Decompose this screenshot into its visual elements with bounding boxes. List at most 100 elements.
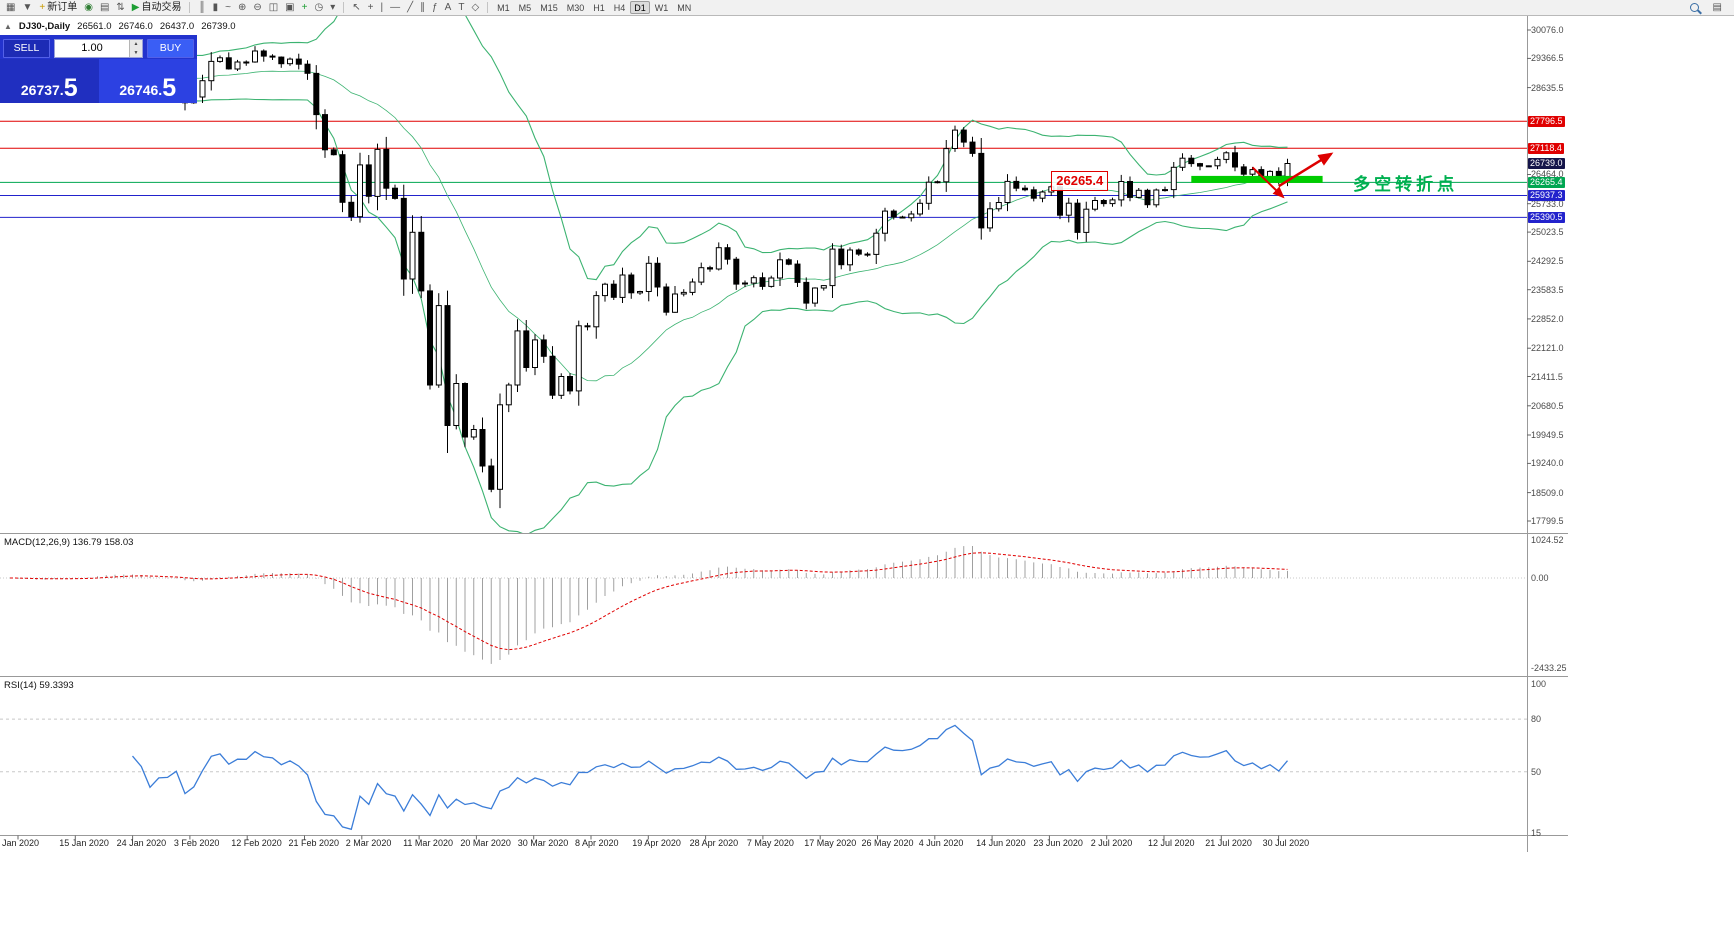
data-window-icon[interactable]: ▤ bbox=[97, 1, 112, 15]
turning-point-label[interactable]: 多空转折点 bbox=[1353, 175, 1459, 195]
crosshair-icon[interactable]: + bbox=[365, 1, 377, 15]
open-value: 26561.0 bbox=[77, 21, 112, 32]
profiles-icon[interactable]: ▼ bbox=[19, 1, 35, 15]
toolbar-timeframes-group: M1 M5 M15 M30 H1 H4 D1 W1 MN bbox=[493, 1, 695, 14]
main-toolbar: ▦ ▼ + 新订单 ◉ ▤ ⇅ ▶ 自动交易 ║ ▮ ~ ⊕ ⊖ ◫ ▣ + ◷ ▾ ↖ + | — ╱ ∥ ƒ A T… bbox=[0, 0, 1734, 16]
shapes-icon[interactable]: ◇ bbox=[468, 1, 482, 15]
bar-chart-type-icon[interactable]: ║ bbox=[195, 1, 208, 15]
trendline-icon: ╱ bbox=[407, 1, 414, 13]
rsi-panel-layer bbox=[0, 718, 1527, 831]
macd-axis-label: -2433.25 bbox=[1531, 663, 1567, 674]
pivot-badge: 26265.4 bbox=[1528, 176, 1565, 188]
horizontal-line-icon[interactable]: — bbox=[387, 1, 403, 15]
date-axis-label: 15 Jan 2020 bbox=[59, 838, 109, 848]
rsi-axis-label: 15 bbox=[1531, 828, 1542, 838]
timeframe-m5[interactable]: M5 bbox=[515, 1, 536, 14]
timeframe-h4[interactable]: H4 bbox=[610, 1, 630, 14]
candlestick-chart-type-icon[interactable]: ▮ bbox=[210, 1, 222, 15]
navigator-icon[interactable]: ⇅ bbox=[113, 1, 127, 15]
line-chart-type-icon[interactable]: ~ bbox=[222, 1, 234, 15]
timeframe-d1[interactable]: D1 bbox=[630, 1, 650, 14]
timeframe-mn[interactable]: MN bbox=[673, 1, 695, 14]
date-axis-label: 23 Jun 2020 bbox=[1033, 838, 1083, 848]
periods-icon: ◷ bbox=[314, 1, 324, 13]
collapse-arrow-icon[interactable]: ▲ bbox=[4, 22, 12, 31]
macd-axis-label: 1024.52 bbox=[1531, 534, 1564, 545]
sell-price-display[interactable]: 26737. 5 bbox=[0, 59, 99, 103]
timeframe-w1[interactable]: W1 bbox=[651, 1, 673, 14]
date-axis-label: 20 Mar 2020 bbox=[460, 838, 511, 848]
cascade-windows-icon: ▣ bbox=[285, 1, 295, 13]
zoom-out-icon[interactable]: ⊖ bbox=[250, 1, 264, 15]
timeframe-m1[interactable]: M1 bbox=[493, 1, 514, 14]
zoom-in-icon[interactable]: ⊕ bbox=[235, 1, 249, 15]
price-axis-tick-label: 18509.0 bbox=[1531, 487, 1564, 498]
indicators-add-icon[interactable]: + bbox=[299, 1, 311, 15]
sell-button[interactable]: SELL bbox=[3, 39, 50, 58]
macd-values: 136.79 158.03 bbox=[72, 537, 134, 548]
search-icon[interactable] bbox=[1687, 1, 1702, 15]
timeframe-h1[interactable]: H1 bbox=[589, 1, 609, 14]
templates-icon[interactable]: ▾ bbox=[327, 1, 338, 15]
channel-icon[interactable]: ∥ bbox=[417, 1, 428, 15]
price-callout-label[interactable]: 26265.4 bbox=[1051, 171, 1109, 192]
timeframe-m15[interactable]: M15 bbox=[536, 1, 562, 14]
price-axis[interactable] bbox=[1527, 16, 1568, 533]
vertical-line-icon[interactable]: | bbox=[377, 1, 386, 15]
periods-icon[interactable]: ◷ bbox=[311, 1, 326, 15]
cursor-icon[interactable]: ↖ bbox=[349, 1, 363, 15]
fibonacci-icon[interactable]: ƒ bbox=[429, 1, 441, 15]
label-icon[interactable]: T bbox=[455, 1, 467, 15]
rsi-value: 59.3393 bbox=[39, 680, 74, 691]
navigator-icon: ⇅ bbox=[116, 1, 125, 13]
indicators-add-icon: + bbox=[301, 1, 308, 13]
date-axis-label: 17 May 2020 bbox=[804, 838, 857, 848]
current-price-badge: 26739.0 bbox=[1528, 157, 1565, 169]
macd-axis-label: 0.00 bbox=[1531, 573, 1549, 583]
volume-spinner: ▲ ▼ bbox=[129, 40, 142, 57]
date-axis-label: 28 Apr 2020 bbox=[689, 838, 739, 848]
one-click-trading-panel: SELL 1.00 ▲ ▼ BUY 26737. 5 26746. 5 bbox=[0, 35, 197, 103]
price-axis-tick-label: 25733.0 bbox=[1531, 198, 1564, 209]
timeframe-m30[interactable]: M30 bbox=[563, 1, 589, 14]
volume-down-button[interactable]: ▼ bbox=[130, 48, 142, 57]
volume-input[interactable]: 1.00 ▲ ▼ bbox=[54, 39, 143, 58]
trendline-icon[interactable]: ╱ bbox=[404, 1, 416, 15]
support-badge-2: 25390.5 bbox=[1528, 211, 1565, 223]
new-order-button[interactable]: + 新订单 bbox=[36, 1, 80, 15]
community-icon[interactable]: ▤ bbox=[1710, 1, 1725, 15]
price-axis-tick-label: 29366.5 bbox=[1531, 53, 1564, 64]
vertical-line-icon: | bbox=[380, 1, 384, 13]
low-value: 26437.0 bbox=[159, 21, 195, 32]
new-order-label: 新订单 bbox=[47, 1, 78, 13]
volume-up-button[interactable]: ▲ bbox=[130, 40, 142, 49]
macd-panel-layer bbox=[0, 546, 1527, 664]
new-chart-icon: ▦ bbox=[6, 1, 16, 13]
price-axis-tick-label: 21411.5 bbox=[1531, 371, 1563, 382]
date-axis-label: 21 Jul 2020 bbox=[1205, 838, 1252, 848]
volume-value[interactable]: 1.00 bbox=[81, 42, 103, 54]
text-icon[interactable]: A bbox=[442, 1, 455, 15]
market-watch-icon[interactable]: ◉ bbox=[81, 1, 96, 15]
price-axis-tick-label: 19949.5 bbox=[1531, 430, 1564, 440]
rsi-axis-label: 50 bbox=[1531, 766, 1542, 777]
new-chart-icon[interactable]: ▦ bbox=[3, 1, 18, 15]
macd-name: MACD(12,26,9) bbox=[4, 537, 70, 548]
tile-windows-icon[interactable]: ◫ bbox=[266, 1, 281, 15]
buy-price-display[interactable]: 26746. 5 bbox=[98, 59, 197, 103]
panel-frame-layer bbox=[0, 16, 1568, 852]
fibonacci-icon: ƒ bbox=[432, 1, 438, 13]
price-axis-tick-label: 20680.5 bbox=[1531, 400, 1564, 411]
buy-button[interactable]: BUY bbox=[147, 39, 194, 58]
chart-canvas[interactable] bbox=[0, 0, 1568, 852]
order-controls-row: SELL 1.00 ▲ ▼ BUY bbox=[0, 35, 197, 59]
toolbar-chart-group: ▦ ▼ bbox=[3, 1, 35, 15]
date-axis-label: 30 Mar 2020 bbox=[517, 838, 569, 848]
toolbar-separator bbox=[487, 2, 489, 13]
buy-price-main: 26746. bbox=[119, 81, 163, 98]
buy-price-fraction: 5 bbox=[162, 73, 177, 102]
autotrading-button[interactable]: ▶ 自动交易 bbox=[129, 1, 185, 15]
cascade-windows-icon[interactable]: ▣ bbox=[282, 1, 297, 15]
price-axis-tick-label: 24292.5 bbox=[1531, 256, 1564, 267]
